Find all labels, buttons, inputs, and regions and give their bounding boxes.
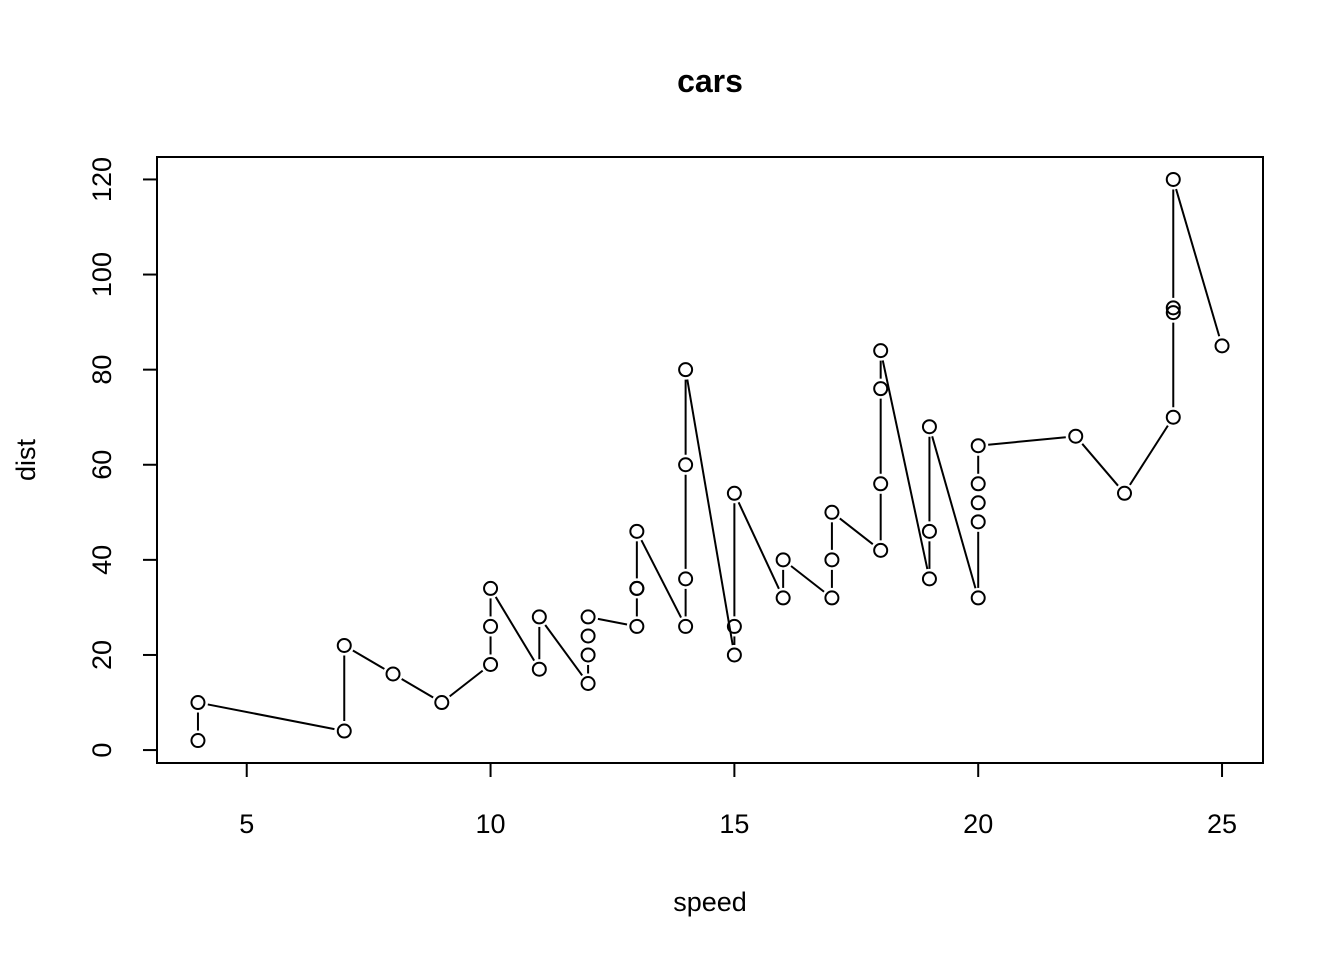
x-tick-label: 20 xyxy=(963,809,993,839)
series-segment xyxy=(207,703,335,731)
data-point xyxy=(483,580,499,596)
data-point xyxy=(483,618,499,634)
data-point xyxy=(873,343,889,359)
data-point xyxy=(629,523,645,539)
series-segment xyxy=(790,565,825,593)
data-point xyxy=(1117,485,1133,501)
data-point xyxy=(726,647,742,663)
y-tick-label: 0 xyxy=(87,743,117,758)
data-point xyxy=(190,733,206,749)
data-point xyxy=(531,609,547,625)
series-segment xyxy=(881,360,929,570)
x-axis: 5 10 15 20 25 xyxy=(239,762,1237,839)
series-segment xyxy=(931,436,977,589)
y-tick-label: 100 xyxy=(87,252,117,297)
y-axis-title: dist xyxy=(11,439,41,482)
data-point xyxy=(873,476,889,492)
series-segment xyxy=(449,669,484,698)
series-segment xyxy=(640,539,682,618)
series-segment xyxy=(401,678,434,699)
series-line xyxy=(196,188,1221,731)
data-point xyxy=(873,381,889,397)
y-tick-label: 80 xyxy=(87,355,117,385)
data-point xyxy=(580,628,596,644)
data-point xyxy=(531,661,547,677)
data-point xyxy=(678,571,694,587)
series-segment xyxy=(597,617,628,626)
chart-title: cars xyxy=(677,63,743,99)
x-tick-label: 25 xyxy=(1207,809,1237,839)
series-segment xyxy=(1081,443,1119,487)
data-point xyxy=(824,590,840,606)
series-segment xyxy=(686,379,734,646)
data-point xyxy=(970,495,986,511)
data-point xyxy=(580,647,596,663)
data-point xyxy=(629,618,645,634)
series-segment xyxy=(839,517,874,545)
data-point xyxy=(336,723,352,739)
data-point xyxy=(483,656,499,672)
data-point xyxy=(970,514,986,530)
data-point xyxy=(1165,300,1181,316)
series-segment xyxy=(988,436,1066,446)
x-tick-label: 5 xyxy=(239,809,254,839)
data-point xyxy=(970,476,986,492)
series-segment xyxy=(1175,188,1221,337)
series-points xyxy=(190,171,1230,749)
data-point xyxy=(678,362,694,378)
data-point xyxy=(824,552,840,568)
data-point xyxy=(336,637,352,653)
y-tick-label: 60 xyxy=(87,450,117,480)
data-point xyxy=(580,675,596,691)
y-axis: 0 20 40 60 80 100 120 xyxy=(87,157,158,758)
series-segment xyxy=(352,649,385,670)
x-axis-title: speed xyxy=(673,887,747,917)
y-tick-label: 40 xyxy=(87,545,117,575)
data-point xyxy=(970,438,986,454)
data-point xyxy=(629,580,645,596)
data-point xyxy=(1214,338,1230,354)
data-point xyxy=(775,590,791,606)
series-segment xyxy=(737,501,780,590)
data-point xyxy=(775,552,791,568)
x-tick-label: 15 xyxy=(719,809,749,839)
series-segment xyxy=(1129,425,1169,486)
data-point xyxy=(726,618,742,634)
data-point xyxy=(580,609,596,625)
data-point xyxy=(678,618,694,634)
data-point xyxy=(873,542,889,558)
data-point xyxy=(921,523,937,539)
y-tick-label: 120 xyxy=(87,157,117,202)
series-segment xyxy=(494,596,536,662)
data-point xyxy=(385,666,401,682)
data-point xyxy=(824,504,840,520)
data-point xyxy=(921,571,937,587)
data-point xyxy=(921,419,937,435)
data-point xyxy=(434,695,450,711)
data-point xyxy=(1165,171,1181,187)
data-point xyxy=(970,590,986,606)
data-point xyxy=(1165,409,1181,425)
data-point xyxy=(678,457,694,473)
x-tick-label: 10 xyxy=(476,809,506,839)
data-point xyxy=(1165,305,1181,321)
y-tick-label: 20 xyxy=(87,640,117,670)
data-point xyxy=(726,485,742,501)
data-point xyxy=(1068,428,1084,444)
data-point xyxy=(190,695,206,711)
series-segment xyxy=(544,624,583,677)
